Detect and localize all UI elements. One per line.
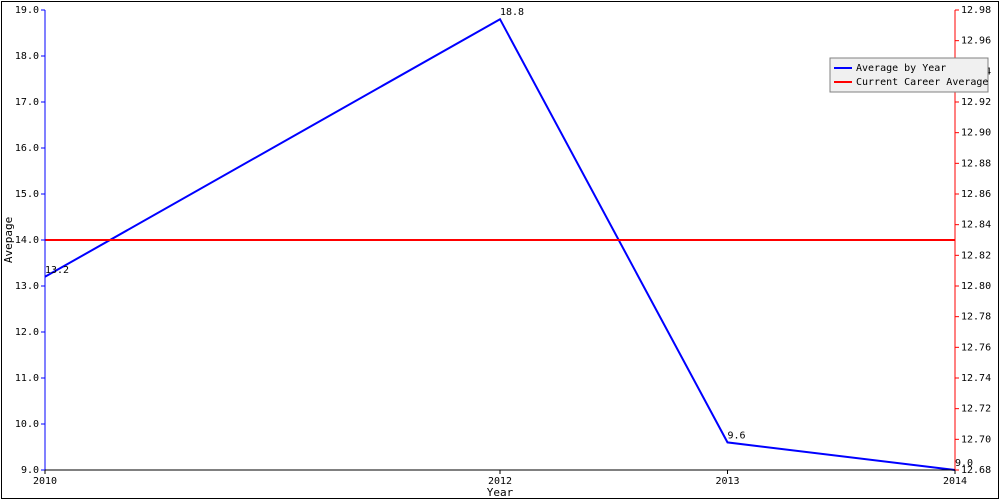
y-left-tick-label: 9.0 <box>21 465 39 476</box>
y-left-tick-label: 13.0 <box>15 281 39 292</box>
y-right-tick-label: 12.92 <box>961 97 991 108</box>
y-left-tick-label: 12.0 <box>15 327 39 338</box>
legend-label: Current Career Average <box>856 77 988 88</box>
y-right-tick-label: 12.72 <box>961 404 991 415</box>
x-axis-label: Year <box>487 486 514 499</box>
line-chart: 13.218.89.69.09.010.011.012.013.014.015.… <box>0 0 1000 500</box>
chart-svg: 13.218.89.69.09.010.011.012.013.014.015.… <box>0 0 1000 500</box>
y-right-tick-label: 12.88 <box>961 158 991 169</box>
legend-label: Average by Year <box>856 63 946 74</box>
y-right-tick-label: 12.96 <box>961 36 991 47</box>
y-right-tick-label: 12.98 <box>961 5 991 16</box>
y-right-tick-label: 12.68 <box>961 465 991 476</box>
y-left-tick-label: 10.0 <box>15 419 39 430</box>
point-label: 9.6 <box>728 430 746 441</box>
x-tick-label: 2014 <box>943 476 967 487</box>
y-right-tick-label: 12.70 <box>961 434 991 445</box>
y-left-tick-label: 19.0 <box>15 5 39 16</box>
y-right-tick-label: 12.86 <box>961 189 991 200</box>
y-right-tick-label: 12.90 <box>961 128 991 139</box>
y-left-tick-label: 16.0 <box>15 143 39 154</box>
point-label: 13.2 <box>45 265 69 276</box>
y-right-tick-label: 12.78 <box>961 312 991 323</box>
y-right-tick-label: 12.74 <box>961 373 991 384</box>
point-label: 18.8 <box>500 7 524 18</box>
y-right-tick-label: 12.76 <box>961 342 991 353</box>
y-axis-label: Avepage <box>2 217 15 263</box>
y-left-tick-label: 18.0 <box>15 51 39 62</box>
y-left-tick-label: 17.0 <box>15 97 39 108</box>
x-tick-label: 2010 <box>33 476 57 487</box>
y-right-tick-label: 12.84 <box>961 220 991 231</box>
y-right-tick-label: 12.80 <box>961 281 991 292</box>
y-left-tick-label: 11.0 <box>15 373 39 384</box>
y-left-tick-label: 14.0 <box>15 235 39 246</box>
y-right-tick-label: 12.82 <box>961 250 991 261</box>
y-left-tick-label: 15.0 <box>15 189 39 200</box>
x-tick-label: 2013 <box>715 476 739 487</box>
